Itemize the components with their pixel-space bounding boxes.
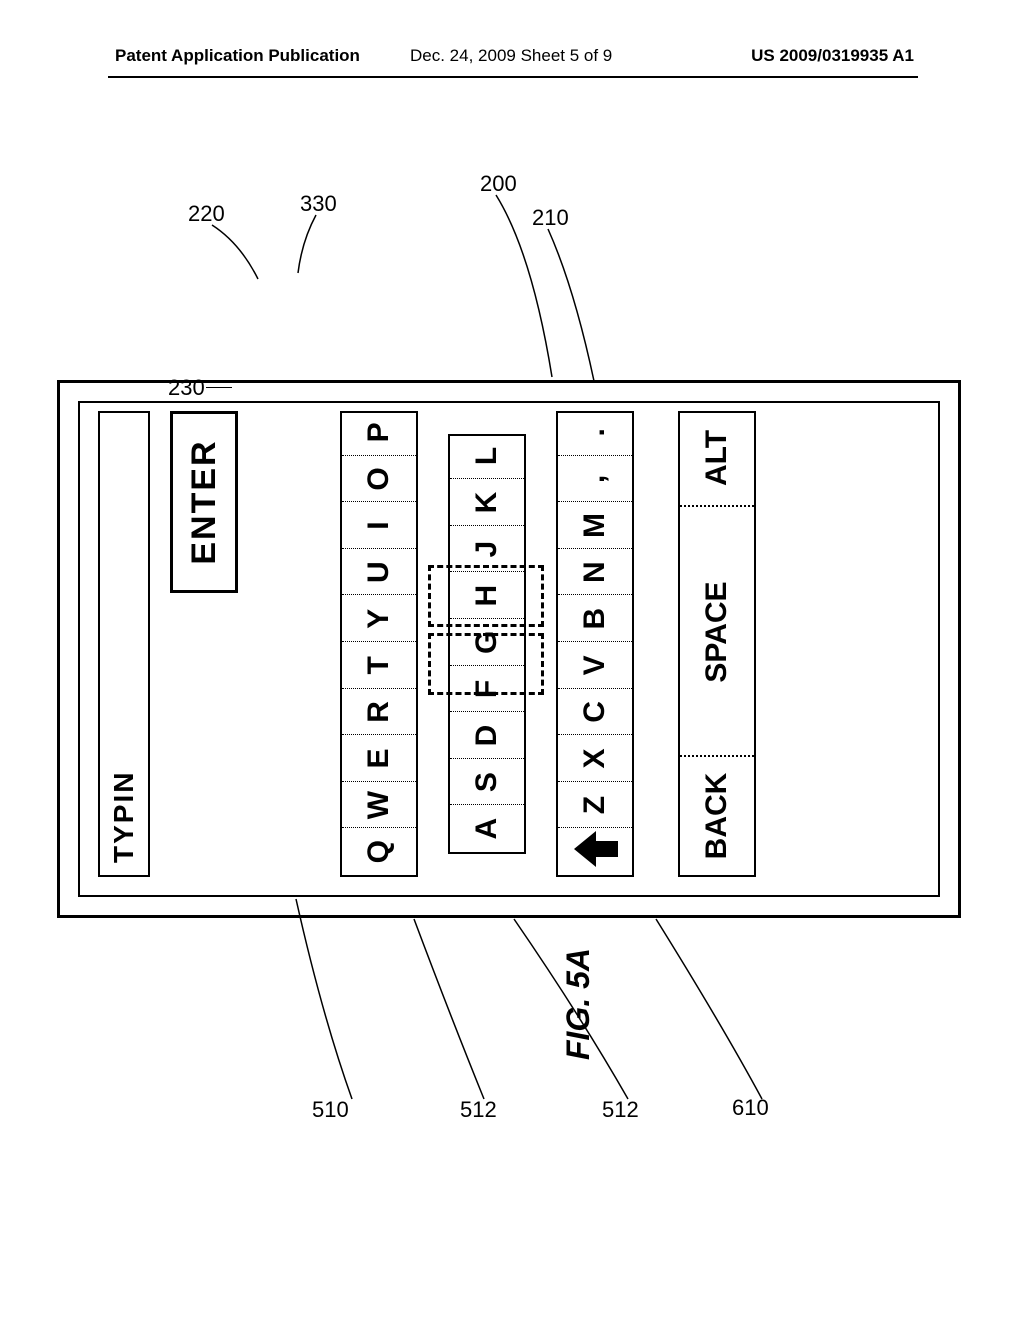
text-input-bar[interactable]: TYPIN	[98, 411, 150, 877]
figure-area: TYPIN ENTER Q W E R T Y U I	[192, 175, 824, 1123]
key-l[interactable]: L	[450, 433, 524, 480]
callout-230: 230	[168, 375, 205, 401]
key-o[interactable]: O	[342, 456, 416, 503]
header-rule	[108, 76, 918, 78]
screen-outline: TYPIN ENTER Q W E R T Y U I	[78, 401, 940, 897]
leader-220	[210, 223, 274, 287]
back-button[interactable]: BACK	[680, 757, 754, 875]
key-s[interactable]: S	[450, 759, 524, 806]
key-u[interactable]: U	[342, 549, 416, 596]
keyboard-row-3: Z X C V B N M , .	[556, 411, 634, 877]
key-n[interactable]: N	[558, 549, 632, 596]
key-i[interactable]: I	[342, 502, 416, 549]
space-button[interactable]: SPACE	[680, 507, 754, 757]
page-header: Patent Application Publication Dec. 24, …	[0, 46, 1024, 74]
keyboard-row-1: Q W E R T Y U I O P	[340, 411, 418, 877]
leader-230	[206, 387, 232, 388]
key-x[interactable]: X	[558, 735, 632, 782]
leader-512a	[410, 915, 500, 1105]
highlight-h	[428, 565, 544, 627]
key-z[interactable]: Z	[558, 782, 632, 829]
key-v[interactable]: V	[558, 642, 632, 689]
leader-510	[292, 895, 372, 1105]
key-shift[interactable]	[558, 828, 632, 875]
highlight-g	[428, 633, 544, 695]
header-left: Patent Application Publication	[115, 46, 360, 66]
key-p[interactable]: P	[342, 409, 416, 456]
header-right: US 2009/0319935 A1	[751, 46, 914, 66]
leader-210	[544, 227, 604, 387]
key-b[interactable]: B	[558, 595, 632, 642]
key-r[interactable]: R	[342, 689, 416, 736]
key-comma[interactable]: ,	[558, 456, 632, 503]
alt-button[interactable]: ALT	[680, 409, 754, 507]
key-w[interactable]: W	[342, 782, 416, 829]
key-k[interactable]: K	[450, 479, 524, 526]
figure-label: FIG. 5A	[560, 948, 597, 1060]
leader-330	[294, 213, 334, 281]
key-d[interactable]: D	[450, 712, 524, 759]
key-period[interactable]: .	[558, 409, 632, 456]
header-center: Dec. 24, 2009 Sheet 5 of 9	[410, 46, 612, 66]
keyboard-row-4: BACK SPACE ALT	[678, 411, 756, 877]
key-t[interactable]: T	[342, 642, 416, 689]
leader-610	[652, 915, 772, 1105]
key-y[interactable]: Y	[342, 595, 416, 642]
key-c[interactable]: C	[558, 689, 632, 736]
text-input-value: TYPIN	[108, 771, 139, 863]
shift-arrow-icon	[572, 827, 622, 871]
key-a[interactable]: A	[450, 805, 524, 852]
device-outline: TYPIN ENTER Q W E R T Y U I	[57, 380, 961, 918]
key-e[interactable]: E	[342, 735, 416, 782]
key-q[interactable]: Q	[342, 828, 416, 875]
enter-button[interactable]: ENTER	[170, 411, 238, 593]
key-m[interactable]: M	[558, 502, 632, 549]
